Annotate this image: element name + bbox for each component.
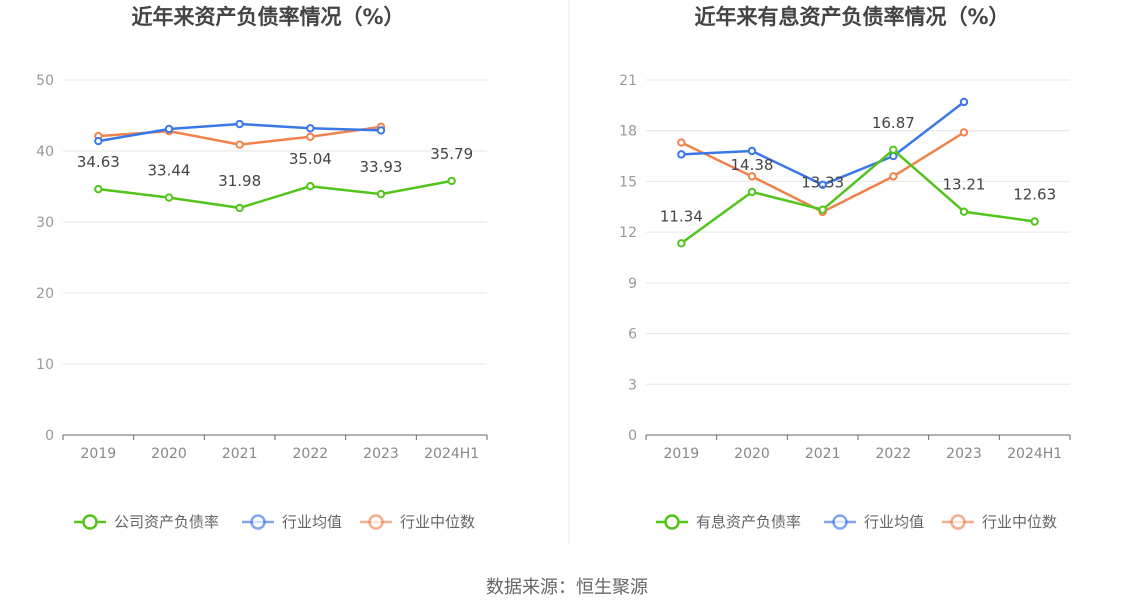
chart-left: 近年来资产负债率情况（%） 0 10 20 30 40 50 2019 2020 2021 2022… xyxy=(36,5,488,531)
y-tick-label: 21 xyxy=(619,73,637,89)
legend-marker xyxy=(664,514,680,530)
data-label: 13.21 xyxy=(943,176,986,194)
y-tick-label: 40 xyxy=(36,144,54,160)
data-point[interactable] xyxy=(747,172,757,181)
x-tick-label: 2021 xyxy=(805,446,841,462)
x-tick-label: 2020 xyxy=(151,446,187,462)
data-point[interactable] xyxy=(889,145,898,155)
legend-label: 行业均值 xyxy=(282,513,342,531)
data-label: 11.34 xyxy=(660,207,703,225)
x-tick-label: 2024H1 xyxy=(1007,446,1062,462)
series-line xyxy=(680,148,1035,245)
data-label: 35.04 xyxy=(289,150,332,168)
data-point[interactable] xyxy=(677,150,686,159)
y-tick-label: 3 xyxy=(628,377,637,393)
chart-title: 近年来有息资产负债率情况（%） xyxy=(694,5,1009,29)
y-tick-label: 0 xyxy=(45,428,54,444)
x-tick-label: 2023 xyxy=(363,446,399,462)
legend-label: 公司资产负债率 xyxy=(114,513,219,531)
legend-label: 行业均值 xyxy=(864,513,924,531)
chart-title: 近年来资产负债率情况（%） xyxy=(131,5,404,29)
y-tick-label: 30 xyxy=(36,215,54,231)
data-point[interactable] xyxy=(235,119,244,129)
data-point[interactable] xyxy=(959,97,969,107)
y-tick-label: 50 xyxy=(36,73,54,89)
data-point[interactable] xyxy=(94,136,103,146)
x-tick-label: 2019 xyxy=(664,446,700,462)
data-label: 13.33 xyxy=(801,174,844,192)
chart-right: 近年来有息资产负债率情况（%） 0 3 6 9 12 15 18 21 2019 2020 2021 2… xyxy=(619,5,1071,531)
data-point[interactable] xyxy=(447,176,456,186)
legend-item[interactable]: 有息资产负债率 xyxy=(656,513,801,531)
data-point[interactable] xyxy=(164,124,174,134)
data-point[interactable] xyxy=(306,182,315,191)
legend-marker xyxy=(368,514,384,530)
legend-item[interactable]: 行业均值 xyxy=(242,513,342,531)
data-point[interactable] xyxy=(306,132,315,142)
data-point[interactable] xyxy=(959,128,969,137)
source-note: 数据来源：恒生聚源 xyxy=(486,577,648,598)
data-label: 33.93 xyxy=(360,158,403,176)
data-point[interactable] xyxy=(376,126,386,135)
data-point[interactable] xyxy=(959,207,969,216)
legend-label: 行业中位数 xyxy=(400,513,475,531)
data-label: 33.44 xyxy=(148,162,191,180)
x-tick-label: 2020 xyxy=(734,446,770,462)
data-label: 31.98 xyxy=(218,172,261,190)
legend-marker xyxy=(250,514,266,530)
data-label: 14.38 xyxy=(731,156,774,174)
data-point[interactable] xyxy=(747,146,757,156)
legend-item[interactable]: 公司资产负债率 xyxy=(74,513,219,531)
y-tick-label: 20 xyxy=(36,286,54,302)
data-label: 34.63 xyxy=(77,153,120,171)
x-tick-label: 2021 xyxy=(222,446,258,462)
data-label: 16.87 xyxy=(872,114,915,132)
legend-marker xyxy=(950,514,966,530)
legend-marker xyxy=(82,514,98,530)
series-line xyxy=(680,131,965,214)
data-point[interactable] xyxy=(306,124,315,133)
x-tick-label: 2022 xyxy=(876,446,912,462)
legend-label: 行业中位数 xyxy=(982,513,1057,531)
y-tick-label: 12 xyxy=(619,225,637,241)
data-point[interactable] xyxy=(235,140,244,149)
y-tick-label: 9 xyxy=(628,276,637,292)
y-tick-label: 6 xyxy=(628,327,637,343)
data-point[interactable] xyxy=(1030,217,1039,226)
legend-marker xyxy=(832,514,848,530)
data-point[interactable] xyxy=(376,189,386,199)
legend-item[interactable]: 行业均值 xyxy=(824,513,924,531)
data-point[interactable] xyxy=(677,239,686,248)
y-tick-label: 15 xyxy=(619,174,637,190)
data-label: 35.79 xyxy=(430,145,473,163)
data-point[interactable] xyxy=(94,184,103,194)
data-point[interactable] xyxy=(818,205,827,214)
x-tick-label: 2022 xyxy=(293,446,329,462)
legend-label: 有息资产负债率 xyxy=(696,513,801,531)
y-tick-label: 0 xyxy=(628,428,637,444)
data-point[interactable] xyxy=(235,203,244,213)
y-tick-label: 10 xyxy=(36,357,54,373)
series-line xyxy=(681,101,965,187)
data-label: 12.63 xyxy=(1013,185,1056,203)
legend-item[interactable]: 行业中位数 xyxy=(360,513,475,531)
series-line xyxy=(98,179,452,210)
data-point[interactable] xyxy=(889,172,898,181)
data-point[interactable] xyxy=(164,193,174,202)
data-point[interactable] xyxy=(747,187,757,197)
data-point[interactable] xyxy=(677,138,686,147)
data-point[interactable] xyxy=(818,180,827,190)
x-tick-label: 2023 xyxy=(946,446,982,462)
x-tick-label: 2019 xyxy=(81,446,117,462)
legend-item[interactable]: 行业中位数 xyxy=(942,513,1057,531)
y-tick-label: 18 xyxy=(619,124,637,140)
x-tick-label: 2024H1 xyxy=(424,446,479,462)
